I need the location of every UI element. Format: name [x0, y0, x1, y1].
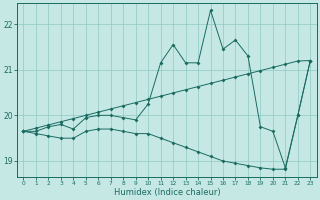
X-axis label: Humidex (Indice chaleur): Humidex (Indice chaleur) — [114, 188, 220, 197]
